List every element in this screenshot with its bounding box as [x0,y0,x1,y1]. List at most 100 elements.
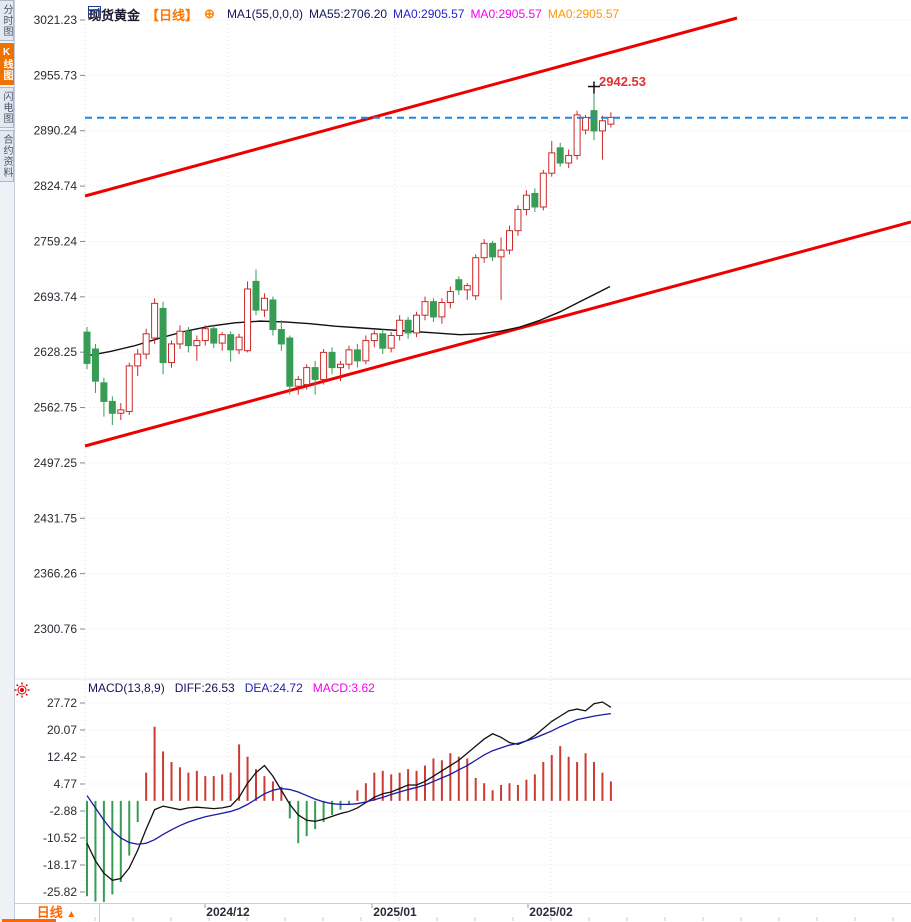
candle-body [379,333,387,349]
macd-dea-line [86,713,611,845]
candle-body [320,351,328,380]
candle-body [531,192,539,208]
candle-body [548,152,556,174]
period-selector-button[interactable]: 日线 ▲ [2,904,100,922]
macd-diff-value: DIFF:26.53 [174,681,235,695]
gridlines: 3021.23 2955.73 2890.24 2824.74 2759.24 2693.… [14,13,911,908]
candle-body [345,349,353,365]
candle-body [489,242,497,258]
candle-body [201,328,209,342]
chart-type-sidebar: 分时图 K线图 闪电图 合约资料 [0,0,15,922]
candle-body [506,230,513,251]
timeline-scrollbar[interactable] [94,917,894,921]
candle-body [218,334,226,344]
candle-body [429,301,437,318]
candle-body [404,319,412,334]
y-axis-label: 2628.25 [34,345,78,359]
candle-body [539,172,547,208]
macd-macd-value: MACD:3.62 [312,681,375,695]
candle-body [607,116,615,125]
candle-body [134,353,142,367]
candle-body [244,288,252,352]
candle-body [117,409,125,414]
candle-body [396,319,404,336]
y-axis-label: 2366.26 [34,567,78,581]
candle-body [269,299,277,331]
candle-body [184,330,192,347]
candle-body [455,279,463,291]
period-tag: 【日线】 [146,7,199,23]
candle-body [108,400,116,414]
candle-body [463,285,471,291]
candle-body [421,301,429,316]
candle-body [362,340,370,362]
macd-y-axis-label: 4.77 [54,777,78,791]
high-price-annotation: 2942.53 [599,74,646,89]
macd-dea-value: DEA:24.72 [244,681,303,695]
candle-body [168,343,175,364]
ma55-value: MA55:2706.20 [308,7,388,21]
sidebar-tab-time-chart[interactable]: 分时图 [0,0,14,41]
candle-body [598,120,606,132]
channel-lower-line [84,220,911,448]
candle-body [514,209,522,232]
x-axis-label-dec: 2024/12 [206,905,250,919]
candle-body [370,333,378,342]
candle-body [353,349,361,362]
candle-body [176,330,184,345]
ma0-value-orange: MA0:2905.57 [547,7,620,21]
macd-y-axis-label: -10.52 [43,831,77,845]
sidebar-tab-lightning-chart[interactable]: 闪电图 [0,87,14,128]
channel-upper-line [84,16,738,198]
y-axis-label: 2300.76 [34,622,78,636]
candle-body [387,334,395,349]
candle-body [522,194,530,211]
candle-body [91,348,99,382]
macd-y-axis-label: 12.42 [47,750,77,764]
high-cross-marker [588,81,600,94]
candle-body [446,291,454,304]
y-axis-label: 2759.24 [34,234,78,248]
candle-body [582,116,590,131]
macd-title: MACD(13,8,9) [88,681,165,695]
candle-body [151,302,159,339]
candle-body [227,334,235,351]
symbol-name: 现货黄金 [88,7,141,23]
y-axis-label: 2890.24 [34,124,78,138]
chevron-up-icon: ▲ [66,909,77,920]
macd-y-axis-label: -18.17 [43,858,77,872]
candle-body [252,280,260,311]
trend-channel-lines[interactable] [84,16,911,448]
candle-body [125,365,133,413]
candle-body [590,110,598,132]
candle-body [413,314,421,334]
macd-y-axis-label: 20.07 [47,723,77,737]
candle-body [328,351,336,369]
period-active-underline [2,919,56,922]
candle-body [337,363,344,369]
collapse-icon[interactable]: ⊕ [204,6,215,21]
candle-body [480,242,488,259]
y-axis-label: 2693.74 [34,290,78,304]
candle-body [303,367,311,386]
candle-body [294,378,302,387]
candle-body [210,328,218,344]
candle-body [573,114,581,156]
candle-body [159,307,167,364]
candle-body [235,336,243,351]
sidebar-tab-kline-chart[interactable]: K线图 [0,43,14,85]
chart-header: 现货黄金 【日线】 ⊕ MA1(55,0,0,0) MA55:2706.20 MA… [88,6,620,23]
candle-body [438,302,446,318]
macd-y-axis-label: -25.82 [43,885,77,899]
y-axis-label: 2497.25 [34,456,78,470]
macd-histogram [86,726,612,902]
x-axis-label-feb: 2025/02 [529,905,573,919]
y-axis-label: 2562.75 [34,401,78,415]
sidebar-tab-contract-info[interactable]: 合约资料 [0,130,14,182]
candlestick-series [83,86,615,426]
candle-body [260,297,268,311]
macd-header: MACD(13,8,9) DIFF:26.53 DEA:24.72 MACD:3… [88,681,375,695]
ma0-value-blue: MA0:2905.57 [393,7,465,21]
ma0-value-magenta: MA0:2905.57 [470,7,542,21]
